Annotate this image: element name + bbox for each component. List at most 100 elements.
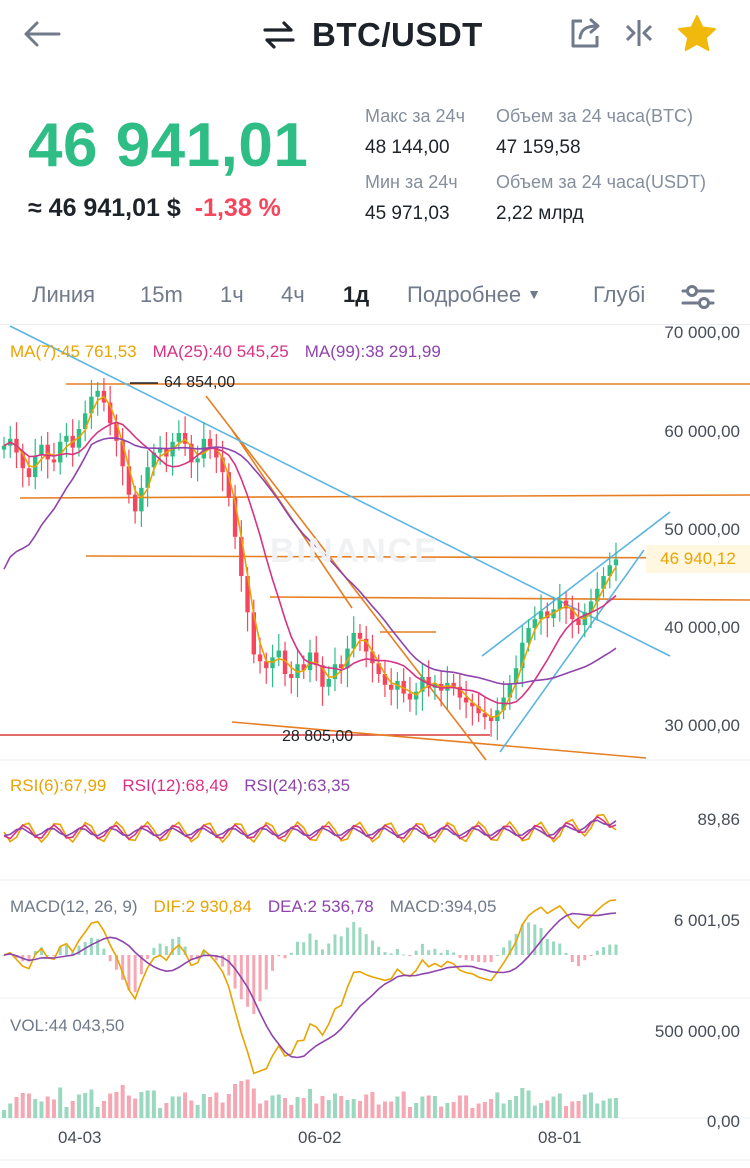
macd-legend: MACD(12, 26, 9) DIF:2 930,84 DEA:2 536,7…: [10, 897, 496, 917]
volume-bar: [545, 1100, 550, 1118]
rsi-legend: RSI(6):67,99 RSI(12):68,49 RSI(24):63,35: [10, 776, 350, 796]
ma25-line: [3, 421, 617, 705]
macd-histogram-bar: [2, 955, 6, 956]
candle-body: [538, 611, 544, 620]
tab-1d[interactable]: 1д: [343, 282, 370, 307]
ma25-legend: MA(25):40 545,25: [152, 342, 289, 361]
volume-bar: [520, 1088, 525, 1118]
macd-histogram-bar: [527, 922, 531, 955]
volume-bar: [33, 1099, 38, 1118]
swap-pair-icon[interactable]: [262, 18, 296, 52]
candle-body: [457, 686, 463, 698]
compare-icon[interactable]: [622, 16, 658, 52]
tab-line[interactable]: Линия: [32, 282, 96, 307]
ma99-legend: MA(99):38 291,99: [304, 342, 441, 361]
candle-body: [239, 536, 244, 577]
y-tick-40000: 40 000,00: [664, 618, 740, 637]
macd-histogram-bar: [202, 950, 206, 955]
macd-histogram-bar: [402, 954, 406, 956]
rsi24-line: [3, 819, 617, 837]
candle-body: [226, 472, 232, 498]
volume-bar: [420, 1096, 425, 1118]
volume-bar: [482, 1102, 487, 1118]
support-line: [19, 494, 750, 499]
vol-tick-zero: 0,00: [706, 1112, 740, 1131]
volume-bar: [345, 1100, 350, 1118]
tabs-divider: [0, 324, 750, 325]
macd-histogram-bar: [233, 955, 237, 989]
volume-bar: [476, 1103, 481, 1118]
stat-low-value: 45 971,03: [365, 203, 450, 224]
volume-bar: [2, 1110, 6, 1118]
candle-body: [320, 665, 325, 687]
candlestick-chart[interactable]: [0, 322, 750, 1168]
chart-settings-icon[interactable]: [680, 282, 716, 314]
share-icon[interactable]: [568, 16, 604, 52]
volume-bar: [551, 1096, 556, 1118]
stat-volume-btc-label: Объем за 24 часа(BTC): [496, 106, 694, 126]
volume-bar: [101, 1101, 106, 1118]
volume-bar: [426, 1095, 431, 1118]
tab-depth[interactable]: Глубі: [593, 282, 646, 307]
macd-histogram-bar: [27, 955, 31, 962]
volume-bar: [489, 1099, 494, 1118]
macd-histogram-bar: [246, 955, 250, 1007]
volume-bar: [258, 1103, 263, 1118]
macd-histogram-bar: [133, 955, 137, 993]
candle-body: [370, 651, 375, 664]
volume-bar: [26, 1093, 31, 1118]
candle-body: [488, 717, 494, 722]
tab-4h[interactable]: 4ч: [281, 282, 305, 307]
volume-bar: [58, 1087, 63, 1118]
back-arrow-icon[interactable]: [22, 16, 62, 52]
candle-body: [89, 396, 94, 414]
macd-histogram-bar: [570, 955, 574, 963]
macd-dea-line: [3, 912, 617, 1059]
candle-body: [526, 627, 531, 643]
candle-body: [451, 682, 456, 687]
approx-usd-price: ≈ 46 941,01 $: [28, 194, 181, 222]
stat-volume-btc: Объем за 24 часа(BTC) 47 159,58: [496, 106, 693, 159]
volume-bar: [139, 1092, 144, 1118]
favorite-star-icon[interactable]: [676, 14, 718, 54]
candle-body: [132, 494, 138, 512]
pair-title[interactable]: BTC/USDT: [312, 16, 483, 53]
stat-volume-usdt-label: Объем за 24 часа(USDT): [496, 172, 707, 192]
macd-histogram-bar: [508, 940, 512, 955]
candle-body: [45, 444, 50, 460]
tab-15m[interactable]: 15m: [140, 282, 183, 307]
volume-bar: [158, 1108, 163, 1118]
candle-body: [64, 435, 69, 442]
volume-bar: [114, 1092, 119, 1118]
macd-histogram-bar: [389, 953, 393, 955]
tab-1h[interactable]: 1ч: [220, 282, 244, 307]
volume-bar: [308, 1089, 312, 1118]
candle-body: [39, 444, 44, 456]
macd-histogram-bar: [77, 945, 81, 955]
candle-body: [557, 600, 562, 610]
macd-histogram-bar: [358, 927, 362, 955]
candle-body: [595, 588, 600, 602]
macd-histogram-bar: [470, 955, 474, 961]
volume-bar: [557, 1093, 562, 1118]
macd-histogram-bar: [577, 955, 581, 967]
volume-bar: [214, 1092, 219, 1118]
volume-bar: [70, 1101, 75, 1118]
candle-body: [139, 487, 144, 512]
candle-body: [257, 654, 263, 662]
candle-body: [576, 619, 581, 626]
candle-body: [264, 661, 269, 669]
volume-bar: [376, 1104, 381, 1118]
volume-bar: [45, 1096, 50, 1118]
candle-body: [314, 652, 319, 666]
macd-histogram-bar: [383, 952, 387, 955]
stat-high-label: Макс за 24ч: [365, 106, 465, 126]
candle-body: [251, 612, 256, 655]
macd-histogram-bar: [608, 944, 612, 955]
low-annotation: 28 805,00: [282, 728, 354, 745]
stat-high-value: 48 144,00: [365, 137, 450, 158]
tab-more[interactable]: Подробнее ▼: [407, 282, 541, 308]
macd-histogram-bar: [121, 955, 125, 980]
binance-watermark: BINANCE: [270, 532, 439, 570]
candle-body: [463, 697, 469, 703]
